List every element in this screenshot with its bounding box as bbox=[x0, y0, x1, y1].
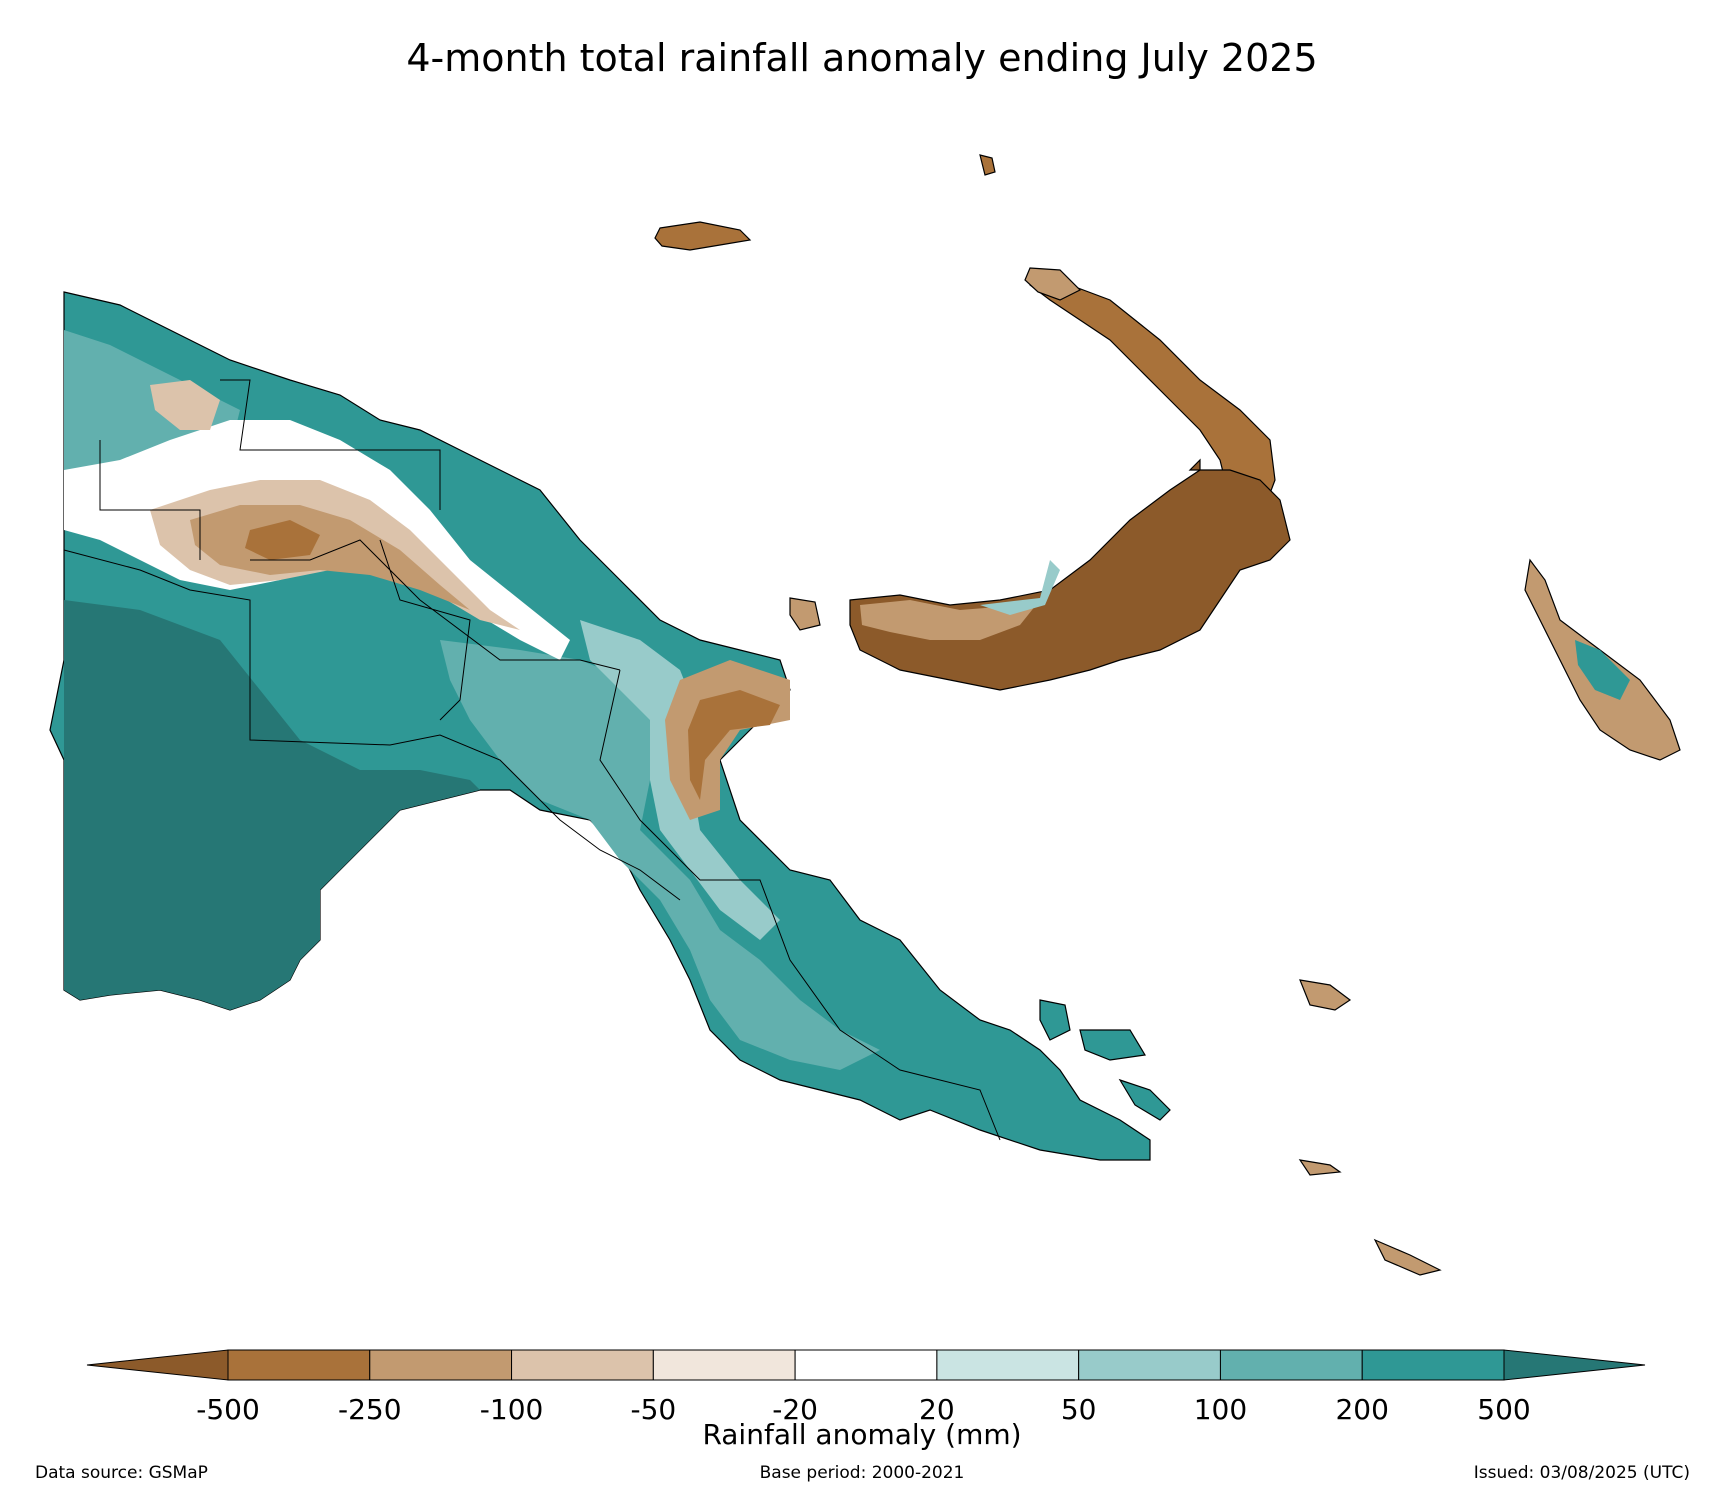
manus-island bbox=[654, 221, 752, 251]
colorbar-tick-label: 20 bbox=[919, 1393, 955, 1426]
colorbar-bin bbox=[369, 1349, 513, 1381]
colorbar-bin bbox=[794, 1349, 938, 1381]
colorbar-bin bbox=[1219, 1349, 1363, 1381]
woodlark-island bbox=[1299, 979, 1352, 1011]
milne-bay-islands bbox=[1039, 999, 1171, 1121]
colorbar-bins bbox=[86, 1349, 1646, 1381]
colorbar-label: Rainfall anomaly (mm) bbox=[702, 1418, 1022, 1451]
small-island-central bbox=[789, 597, 821, 631]
rossel-island bbox=[1298, 1159, 1442, 1276]
colorbar-tick-label: -50 bbox=[630, 1393, 677, 1426]
colorbar-extend-min bbox=[86, 1349, 229, 1381]
data-source-note: Data source: GSMaP bbox=[35, 1463, 208, 1483]
bougainville-wet-core bbox=[1575, 640, 1630, 700]
islands bbox=[654, 154, 1681, 1276]
mainland-new-guinea bbox=[49, 291, 1151, 1161]
colorbar-tick-label: -250 bbox=[337, 1393, 402, 1426]
province-boundaries bbox=[63, 379, 1001, 1141]
colorbar-tick-label: 500 bbox=[1477, 1393, 1531, 1426]
colorbar-tick-label: -20 bbox=[772, 1393, 818, 1426]
colorbar-bin bbox=[227, 1349, 371, 1381]
moderate-anomaly-zone-central bbox=[440, 640, 880, 1070]
colorbar-bin bbox=[652, 1349, 796, 1381]
new-britain-west-light bbox=[980, 560, 1060, 615]
rainfall-anomaly-map bbox=[49, 154, 1681, 1276]
small-island-north bbox=[979, 154, 996, 176]
colorbar-bin bbox=[936, 1349, 1080, 1381]
colorbar-tick-label: -100 bbox=[479, 1393, 544, 1426]
colorbar-bin bbox=[511, 1349, 654, 1381]
deep-anomaly-zone-southwest bbox=[64, 600, 480, 1010]
base-period-note: Base period: 2000-2021 bbox=[759, 1463, 965, 1483]
colorbar-tick-label: 50 bbox=[1060, 1393, 1097, 1426]
colorbar-bin bbox=[1078, 1349, 1221, 1381]
dry-anomaly-zone-morobe-inner bbox=[688, 690, 780, 800]
dry-anomaly-zone-north bbox=[150, 380, 220, 430]
issued-date-note: Issued: 03/08/2025 (UTC) bbox=[1473, 1463, 1690, 1483]
colorbar-extend-max bbox=[1503, 1349, 1646, 1381]
colorbar-tick-label: -500 bbox=[196, 1393, 260, 1426]
map-title: 4-month total rainfall anomaly ending Ju… bbox=[406, 36, 1318, 80]
colorbar-tick-label: 200 bbox=[1335, 1393, 1389, 1426]
new-ireland-north-tip bbox=[1024, 267, 1082, 301]
dry-anomaly-zone-highlands-peak bbox=[245, 520, 320, 560]
colorbar-tick-label: 100 bbox=[1193, 1393, 1248, 1426]
colorbar-bin bbox=[1361, 1349, 1505, 1381]
